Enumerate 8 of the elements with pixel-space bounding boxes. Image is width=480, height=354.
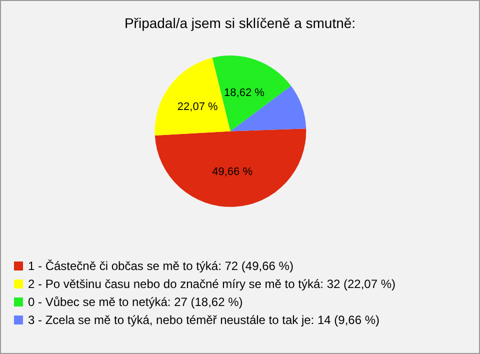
data-label: 22,07 % — [177, 100, 218, 113]
legend-label: 1 - Částečně či občas se mě to týká: 72 (49,66 %) — [28, 259, 294, 273]
chart-title: Připadal/a jsem si sklíčeně a smutně: — [124, 15, 356, 31]
legend-label: 0 - Vůbec se mě to netýká: 27 (18,62 %) — [28, 295, 243, 309]
data-label: 18,62 % — [224, 86, 265, 99]
data-label: 49,66 % — [212, 166, 253, 178]
legend-label: 3 - Zcela se mě to týká, nebo téměř neustále to tak je: 14 (9,66 %) — [28, 313, 380, 327]
legend-label: 2 - Po většinu času nebo do značné míry se mě to týká: 32 (22,07 %) — [28, 277, 396, 291]
